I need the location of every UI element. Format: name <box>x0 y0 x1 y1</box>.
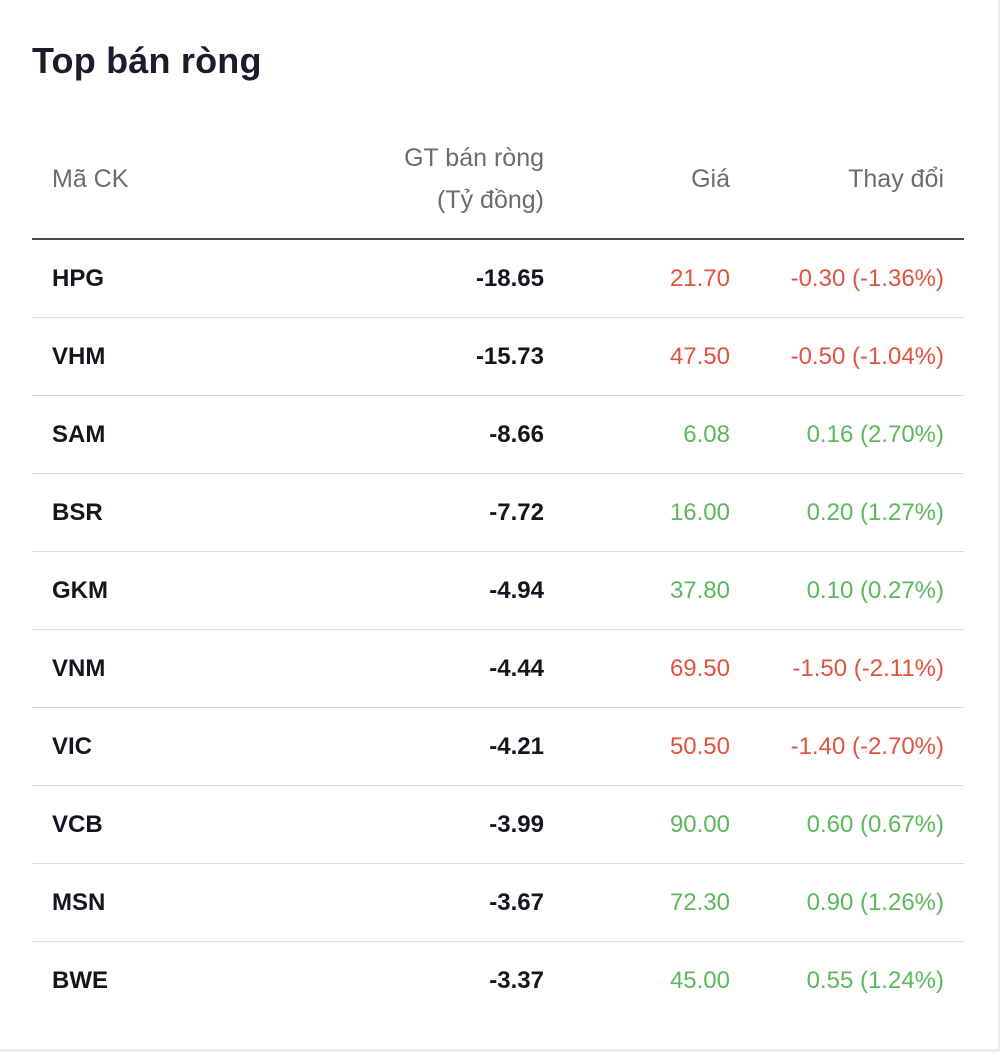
table-row[interactable]: VCB -3.99 90.00 0.60 (0.67%) <box>32 785 964 864</box>
price-value: 45.00 <box>669 966 730 994</box>
price-value: 90.00 <box>544 785 730 864</box>
price-value: 21.70 <box>544 239 730 318</box>
net-sell-value: -3.37 <box>489 966 544 994</box>
price-value: 37.80 <box>544 551 730 630</box>
price-value: 16.00 <box>544 473 730 552</box>
column-header-code[interactable]: Mã CK <box>32 120 262 240</box>
stock-code[interactable]: SAM <box>32 395 262 474</box>
price-value: 50.50 <box>544 707 730 786</box>
net-sell-value: -15.73 <box>262 317 544 396</box>
panel-title: Top bán ròng <box>32 40 262 81</box>
change-value: -0.30 (-1.36%) <box>730 239 964 318</box>
table-row[interactable]: BSR -7.72 16.00 0.20 (1.27%) <box>32 473 964 552</box>
change-value: 0.10 (0.27%) <box>730 551 964 630</box>
net-sell-value: -4.21 <box>262 707 544 786</box>
net-sell-value: -4.44 <box>262 629 544 708</box>
price-value: 69.50 <box>544 629 730 708</box>
column-header-net-value[interactable]: GT bán ròng (Tỷ đồng) <box>262 120 544 240</box>
column-header-change[interactable]: Thay đổi <box>730 120 964 240</box>
column-header-price[interactable]: Giá <box>544 120 730 240</box>
stock-code[interactable]: VIC <box>32 707 262 786</box>
column-header-change-label: Thay đổi <box>848 165 944 193</box>
net-sell-value: -8.66 <box>262 395 544 474</box>
stock-code[interactable]: GKM <box>32 551 262 630</box>
column-header-code-label: Mã CK <box>52 165 129 193</box>
column-header-price-label: Giá <box>691 165 730 193</box>
change-value: 0.16 (2.70%) <box>730 395 964 474</box>
table-row[interactable]: VNM -4.44 69.50 -1.50 (-2.11%) <box>32 629 964 708</box>
stock-code[interactable]: VHM <box>32 317 262 396</box>
table-row[interactable]: BWE -3.37 45.00 0.55 (1.24%) <box>32 942 964 1020</box>
price-value: 6.08 <box>544 395 730 474</box>
header-row: Mã CK GT bán ròng (Tỷ đồng) Giá Thay đổi <box>32 120 964 240</box>
stock-code[interactable]: BWE <box>52 966 108 994</box>
change-value: 0.90 (1.26%) <box>730 863 964 942</box>
net-sell-value: -18.65 <box>262 239 544 318</box>
net-sell-value: -3.99 <box>262 785 544 864</box>
net-sell-value: -7.72 <box>262 473 544 552</box>
stock-code[interactable]: VNM <box>32 629 262 708</box>
table-row[interactable]: SAM -8.66 6.08 0.16 (2.70%) <box>32 395 964 474</box>
stock-code[interactable]: HPG <box>32 239 262 318</box>
change-value: 0.60 (0.67%) <box>730 785 964 864</box>
net-selling-table: Mã CK GT bán ròng (Tỷ đồng) Giá Thay đổi… <box>32 120 964 1019</box>
stock-code[interactable]: BSR <box>32 473 262 552</box>
stock-code[interactable]: MSN <box>32 863 262 942</box>
price-value: 47.50 <box>544 317 730 396</box>
price-value: 72.30 <box>544 863 730 942</box>
table-header: Mã CK GT bán ròng (Tỷ đồng) Giá Thay đổi <box>32 120 964 240</box>
stock-code[interactable]: VCB <box>32 785 262 864</box>
table-row[interactable]: GKM -4.94 37.80 0.10 (0.27%) <box>32 551 964 630</box>
table-row[interactable]: VIC -4.21 50.50 -1.40 (-2.70%) <box>32 707 964 786</box>
table-row[interactable]: MSN -3.67 72.30 0.90 (1.26%) <box>32 863 964 942</box>
table-row[interactable]: VHM -15.73 47.50 -0.50 (-1.04%) <box>32 317 964 396</box>
change-value: -1.50 (-2.11%) <box>730 629 964 708</box>
column-header-net-value-label: GT bán ròng <box>404 144 544 172</box>
table-row[interactable]: HPG -18.65 21.70 -0.30 (-1.36%) <box>32 239 964 318</box>
change-value: 0.20 (1.27%) <box>730 473 964 552</box>
net-sell-value: -3.67 <box>262 863 544 942</box>
change-value: -0.50 (-1.04%) <box>730 317 964 396</box>
table-body: HPG -18.65 21.70 -0.30 (-1.36%) VHM -15.… <box>32 239 964 1019</box>
change-value: 0.55 (1.24%) <box>806 966 944 994</box>
change-value: -1.40 (-2.70%) <box>730 707 964 786</box>
column-header-net-value-unit: (Tỷ đồng) <box>437 186 544 214</box>
net-sell-value: -4.94 <box>262 551 544 630</box>
